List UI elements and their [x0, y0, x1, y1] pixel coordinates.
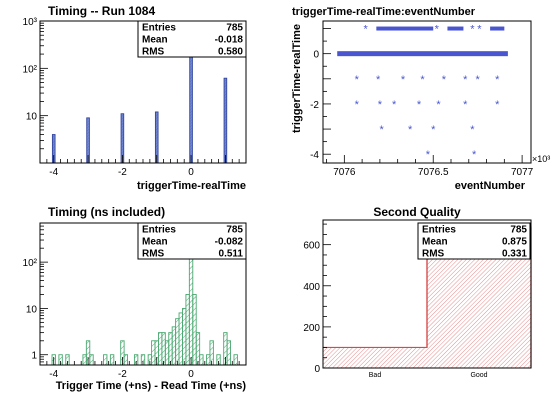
- scatter-point: *: [426, 149, 431, 161]
- scatter-point: *: [401, 74, 406, 86]
- x-axis-label: triggerTime-realTime: [137, 180, 246, 192]
- scatter-point: *: [436, 99, 441, 111]
- plot-frame: [322, 219, 532, 369]
- stats-box-frame: [137, 20, 247, 58]
- x-axis-label: Trigger Time (+ns) - Read Time (+ns): [56, 380, 247, 392]
- scatter-point: *: [364, 24, 369, 36]
- scatter-point: *: [355, 99, 360, 111]
- stats-value-rms: 0.511: [219, 249, 244, 260]
- second-quality-stats-box: Entries 785 Mean 0.875 RMS 0.331: [417, 222, 531, 260]
- x-tick-label: 0: [188, 369, 194, 380]
- scatter-dense-run: [490, 26, 505, 31]
- plot-frame: [322, 20, 532, 164]
- stats-label-rms: RMS: [422, 249, 445, 260]
- stats-value-rms: 0.331: [502, 249, 527, 260]
- stats-label-rms: RMS: [142, 47, 165, 58]
- scatter-point: *: [355, 74, 360, 86]
- stats-box-frame: [417, 222, 531, 260]
- scatter-point: *: [495, 99, 500, 111]
- stats-label-entries: Entries: [422, 225, 456, 236]
- chart-title: Timing (ns included): [48, 205, 165, 219]
- x-tick-label: -4: [49, 369, 58, 380]
- stats-label-rms: RMS: [142, 249, 165, 260]
- scatter-point: *: [442, 74, 447, 86]
- scatter-point: *: [477, 24, 482, 36]
- y-axis-label: triggerTime-realTime: [291, 24, 303, 133]
- stats-value-rms: 0.580: [218, 47, 243, 58]
- stats-value-entries: 785: [226, 23, 243, 34]
- x-category-label: Good: [470, 372, 487, 379]
- scatter-point: *: [495, 74, 500, 86]
- x-tick-label: 7077: [511, 167, 534, 178]
- histogram-bar-hatch: [52, 134, 56, 163]
- histogram-bar-hatch: [189, 28, 193, 163]
- scatter-point: *: [380, 124, 385, 136]
- y-tick-label: 1: [31, 351, 37, 362]
- x-tick-label: 7076: [333, 167, 356, 178]
- scatter-point: *: [378, 99, 383, 111]
- scatter-point: *: [463, 74, 468, 86]
- y-tick-label: -4: [310, 150, 319, 161]
- scatter-point: *: [376, 74, 381, 86]
- stats-label-mean: Mean: [142, 35, 168, 46]
- stats-box-frame: [137, 222, 247, 260]
- stats-value-mean: -0.018: [215, 35, 244, 46]
- scatter-point: *: [476, 74, 481, 86]
- scatter-point: *: [463, 99, 468, 111]
- scatter-point: *: [420, 74, 425, 86]
- y-tick-label: 10³: [23, 17, 38, 28]
- y-tick-label: 10²: [23, 258, 38, 269]
- chart-title: Timing -- Run 1084: [48, 4, 155, 18]
- chart-title: triggerTime-realTime:eventNumber: [292, 6, 476, 18]
- x-tick-label: -2: [118, 369, 127, 380]
- stats-value-mean: -0.082: [215, 237, 244, 248]
- scatter-point: *: [408, 124, 413, 136]
- x-category-label: Bad: [369, 372, 382, 379]
- histogram-fill: [52, 243, 238, 365]
- scatter-dense-run: [447, 26, 464, 31]
- x-axis-label: eventNumber: [455, 180, 526, 192]
- stats-label-entries: Entries: [142, 225, 176, 236]
- scatter-point: *: [431, 124, 436, 136]
- stats-value-mean: 0.875: [502, 237, 527, 248]
- stats-value-entries: 785: [226, 225, 243, 236]
- stats-label-mean: Mean: [422, 237, 448, 248]
- scatter-point: *: [472, 149, 477, 161]
- scatter-point: *: [417, 99, 422, 111]
- x-tick-label: 7076.5: [418, 167, 449, 178]
- x-tick-label: 0: [188, 167, 194, 178]
- stats-value-entries: 785: [510, 225, 527, 236]
- histogram-bar-hatch: [155, 111, 159, 163]
- scatter-point: *: [470, 124, 475, 136]
- y-tick-label: 600: [303, 241, 320, 252]
- x-tick-label: -2: [118, 167, 127, 178]
- stats-label-mean: Mean: [142, 237, 168, 248]
- scatter-point: *: [435, 24, 440, 36]
- y-tick-label: 0: [314, 364, 320, 375]
- histogram-bar-hatch: [86, 117, 90, 163]
- stats-label-entries: Entries: [142, 23, 176, 34]
- scatter-point: *: [392, 99, 397, 111]
- chart-title: Second Quality: [373, 205, 461, 219]
- y-tick-label: 400: [303, 282, 320, 293]
- scatter-dense-run: [376, 26, 434, 31]
- scatter-band: [337, 51, 508, 57]
- bar-fill-bad: [323, 347, 427, 368]
- x-axis-multiplier: ×10³: [532, 154, 550, 164]
- x-tick-label: -4: [49, 167, 58, 178]
- y-tick-label: 10²: [23, 64, 38, 75]
- y-tick-label: 0: [313, 50, 319, 61]
- y-tick-label: 10: [26, 304, 38, 315]
- scatter-point: *: [470, 24, 475, 36]
- histogram-bar-hatch: [224, 78, 227, 163]
- y-tick-label: 200: [303, 323, 320, 334]
- y-tick-label: -2: [310, 100, 319, 111]
- y-tick-label: 10: [26, 112, 38, 123]
- timing-run-stats-box: Entries 785 Mean -0.018 RMS 0.580: [137, 20, 247, 58]
- timing-ns-stats-box: Entries 785 Mean -0.082 RMS 0.511: [137, 222, 247, 260]
- histogram-bar-hatch: [121, 113, 124, 163]
